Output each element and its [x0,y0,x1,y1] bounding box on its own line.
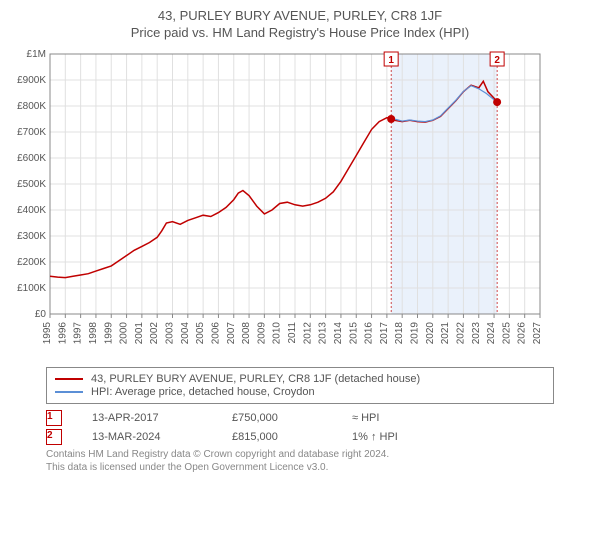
svg-text:£600K: £600K [17,153,46,164]
sale-delta-2: 1% ↑ HPI [352,431,442,443]
license-line2: This data is licensed under the Open Gov… [46,462,554,475]
svg-text:£200K: £200K [17,257,46,268]
legend-label-subject: 43, PURLEY BURY AVENUE, PURLEY, CR8 1JF … [91,373,420,385]
svg-text:2: 2 [494,55,500,66]
svg-text:£0: £0 [35,309,47,320]
svg-text:2024: 2024 [486,322,497,345]
svg-text:1999: 1999 [103,322,114,345]
svg-text:£300K: £300K [17,231,46,242]
svg-text:2000: 2000 [119,322,130,345]
legend: 43, PURLEY BURY AVENUE, PURLEY, CR8 1JF … [46,367,554,404]
svg-text:2009: 2009 [256,322,267,345]
svg-text:£700K: £700K [17,127,46,138]
sale-price-2: £815,000 [232,431,322,443]
sale-price-1: £750,000 [232,412,322,424]
svg-text:2021: 2021 [440,322,451,345]
svg-text:2015: 2015 [348,322,359,345]
svg-text:£1M: £1M [27,49,46,60]
svg-text:1: 1 [388,55,394,66]
price-chart: £0 £100K £200K £300K £400K £500K £600K £700K £80… [10,46,590,361]
legend-item-subject: 43, PURLEY BURY AVENUE, PURLEY, CR8 1JF … [55,373,545,385]
svg-text:1995: 1995 [42,322,53,345]
svg-text:2016: 2016 [364,322,375,345]
svg-text:2003: 2003 [165,322,176,345]
svg-text:£800K: £800K [17,101,46,112]
svg-text:2006: 2006 [210,322,221,345]
svg-text:2004: 2004 [180,322,191,345]
svg-text:2027: 2027 [532,322,543,345]
svg-text:£500K: £500K [17,179,46,190]
legend-swatch-subject [55,378,83,380]
svg-text:2018: 2018 [394,322,405,345]
table-row: 1 13-APR-2017 £750,000 ≈ HPI [46,410,554,426]
svg-text:2020: 2020 [425,322,436,345]
svg-text:2002: 2002 [149,322,160,345]
svg-text:2023: 2023 [471,322,482,345]
svg-text:2022: 2022 [455,322,466,345]
table-row: 2 13-MAR-2024 £815,000 1% ↑ HPI [46,429,554,445]
svg-text:2017: 2017 [379,322,390,345]
legend-item-hpi: HPI: Average price, detached house, Croy… [55,386,545,398]
legend-swatch-hpi [55,391,83,393]
sale-badge-1: 1 [46,410,62,426]
svg-text:£900K: £900K [17,75,46,86]
sales-table: 1 13-APR-2017 £750,000 ≈ HPI 2 13-MAR-20… [46,410,554,445]
license-text: Contains HM Land Registry data © Crown c… [46,449,554,474]
svg-text:£100K: £100K [17,283,46,294]
legend-label-hpi: HPI: Average price, detached house, Croy… [91,386,315,398]
sale-date-1: 13-APR-2017 [92,412,202,424]
page-title-line1: 43, PURLEY BURY AVENUE, PURLEY, CR8 1JF [10,8,590,23]
svg-text:1996: 1996 [57,322,68,345]
page-title-line2: Price paid vs. HM Land Registry's House … [10,25,590,40]
svg-text:2005: 2005 [195,322,206,345]
svg-text:2011: 2011 [287,322,298,344]
svg-text:2007: 2007 [226,322,237,345]
license-line1: Contains HM Land Registry data © Crown c… [46,449,554,462]
svg-text:2013: 2013 [318,322,329,345]
svg-text:2012: 2012 [302,322,313,345]
svg-text:2010: 2010 [272,322,283,345]
svg-text:2014: 2014 [333,322,344,345]
svg-text:2026: 2026 [517,322,528,345]
svg-text:1997: 1997 [73,322,84,345]
svg-text:1998: 1998 [88,322,99,345]
chart-svg: £0 £100K £200K £300K £400K £500K £600K £700K £80… [10,46,550,356]
svg-text:2001: 2001 [134,322,145,345]
svg-text:2019: 2019 [410,322,421,345]
svg-text:2008: 2008 [241,322,252,345]
sale-delta-1: ≈ HPI [352,412,442,424]
sale-date-2: 13-MAR-2024 [92,431,202,443]
sale-badge-2: 2 [46,429,62,445]
svg-text:2025: 2025 [501,322,512,345]
svg-text:£400K: £400K [17,205,46,216]
